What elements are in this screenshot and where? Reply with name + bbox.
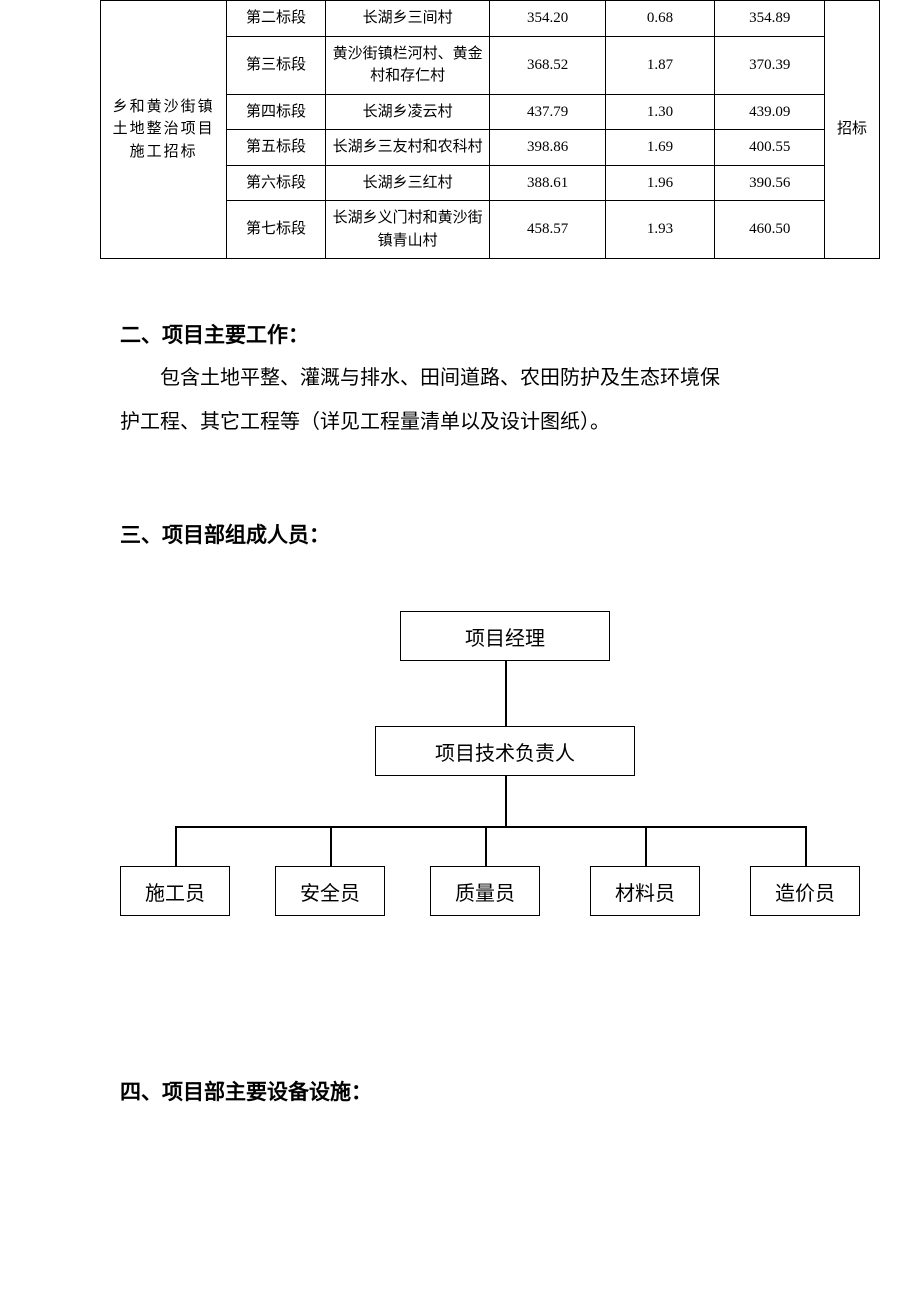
value-cell: 437.79 — [490, 94, 605, 130]
org-connector-line — [645, 826, 647, 866]
section-2-body-line-2: 护工程、其它工程等（详见工程量清单以及设计图纸）。 — [120, 400, 840, 444]
org-connector-line — [175, 826, 177, 866]
location-cell: 长湖乡凌云村 — [325, 94, 490, 130]
value-cell: 354.89 — [715, 1, 825, 37]
segment-cell: 第六标段 — [227, 165, 326, 201]
section-3-heading: 三、项目部组成人员： — [120, 514, 840, 556]
value-cell: 390.56 — [715, 165, 825, 201]
segment-cell: 第五标段 — [227, 130, 326, 166]
value-cell: 1.87 — [605, 36, 715, 94]
section-4-heading: 四、项目部主要设备设施： — [120, 1071, 840, 1113]
org-connector-line — [505, 661, 507, 726]
segment-cell: 第四标段 — [227, 94, 326, 130]
value-cell: 1.93 — [605, 201, 715, 259]
org-node-role: 安全员 — [275, 866, 385, 916]
segment-cell: 第二标段 — [227, 1, 326, 37]
section-2-heading: 二、项目主要工作： — [120, 314, 840, 356]
location-cell: 长湖乡三间村 — [325, 1, 490, 37]
org-node-tech-lead: 项目技术负责人 — [375, 726, 635, 776]
value-cell: 1.96 — [605, 165, 715, 201]
org-node-role: 造价员 — [750, 866, 860, 916]
org-connector-line — [505, 776, 507, 826]
project-name-cell: 乡和黄沙街镇土地整治项目施工招标 — [101, 1, 227, 259]
bid-segments-table: 乡和黄沙街镇土地整治项目施工招标 第二标段 长湖乡三间村 354.20 0.68… — [100, 0, 880, 259]
value-cell: 354.20 — [490, 1, 605, 37]
org-connector-line — [805, 826, 807, 866]
value-cell: 398.86 — [490, 130, 605, 166]
value-cell: 368.52 — [490, 36, 605, 94]
location-cell: 长湖乡三红村 — [325, 165, 490, 201]
value-cell: 400.55 — [715, 130, 825, 166]
segment-cell: 第七标段 — [227, 201, 326, 259]
value-cell: 0.68 — [605, 1, 715, 37]
location-cell: 长湖乡义门村和黄沙街镇青山村 — [325, 201, 490, 259]
location-cell: 长湖乡三友村和农科村 — [325, 130, 490, 166]
value-cell: 460.50 — [715, 201, 825, 259]
value-cell: 439.09 — [715, 94, 825, 130]
value-cell: 370.39 — [715, 36, 825, 94]
org-connector-line — [485, 826, 487, 866]
value-cell: 388.61 — [490, 165, 605, 201]
org-node-project-manager: 项目经理 — [400, 611, 610, 661]
bid-type-cell: 招标 — [825, 1, 880, 259]
table-row: 乡和黄沙街镇土地整治项目施工招标 第二标段 长湖乡三间村 354.20 0.68… — [101, 1, 880, 37]
section-2-body-line-1: 包含土地平整、灌溉与排水、田间道路、农田防护及生态环境保 — [120, 356, 840, 400]
org-connector-line — [175, 826, 805, 828]
segment-cell: 第三标段 — [227, 36, 326, 94]
value-cell: 458.57 — [490, 201, 605, 259]
value-cell: 1.30 — [605, 94, 715, 130]
location-cell: 黄沙街镇栏河村、黄金村和存仁村 — [325, 36, 490, 94]
org-node-role: 质量员 — [430, 866, 540, 916]
org-chart: 项目经理项目技术负责人施工员安全员质量员材料员造价员 — [110, 611, 870, 941]
org-node-role: 材料员 — [590, 866, 700, 916]
org-connector-line — [330, 826, 332, 866]
org-node-role: 施工员 — [120, 866, 230, 916]
value-cell: 1.69 — [605, 130, 715, 166]
